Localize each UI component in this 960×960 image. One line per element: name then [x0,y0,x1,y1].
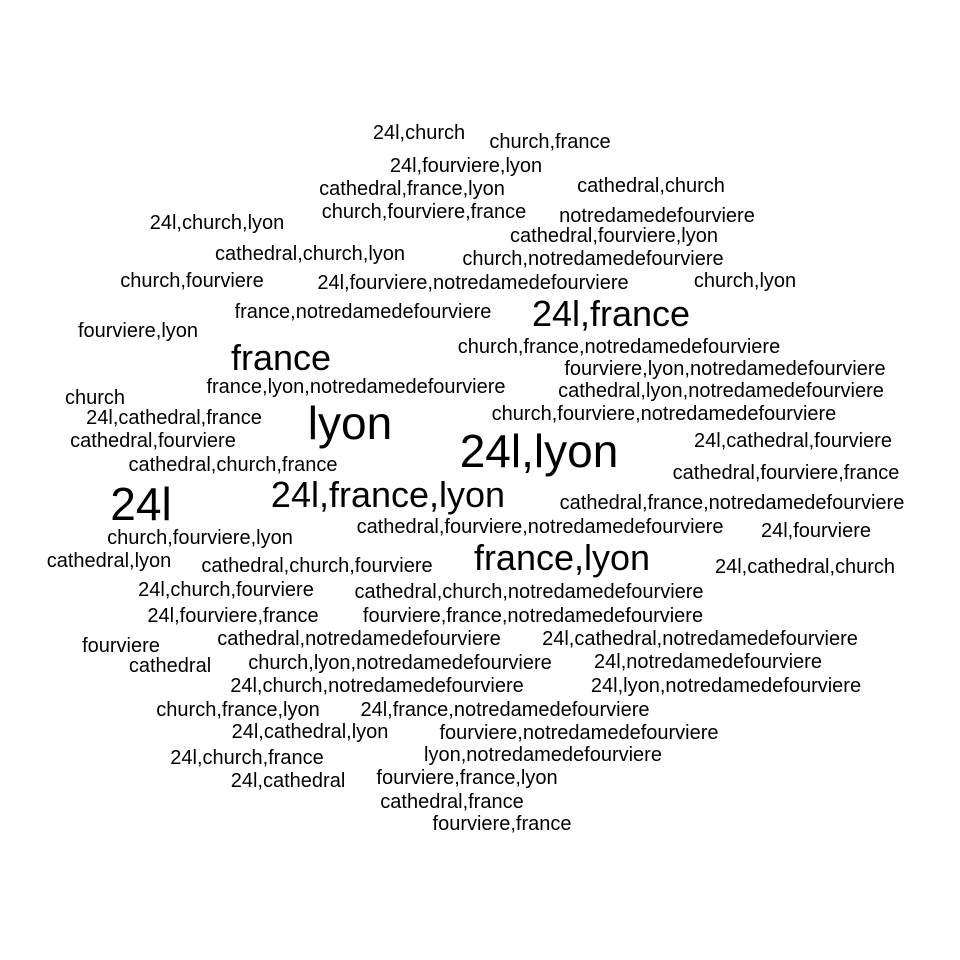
cloud-word: church,fourviere,lyon [107,527,293,549]
cloud-word: church,fourviere,notredamedefourviere [491,403,837,425]
cloud-word: 24l,france,lyon [270,474,506,515]
cloud-word: fourviere,france [432,813,572,835]
cloud-word: cathedral,france,notredamedefourviere [559,492,905,514]
cloud-word: cathedral,lyon [46,550,172,572]
cloud-word: france,lyon [473,537,651,578]
cloud-word: 24l,church,notredamedefourviere [230,675,524,697]
cloud-word: fourviere,lyon,notredamedefourviere [564,358,886,380]
cloud-word: cathedral,fourviere,notredamedefourviere [356,516,724,538]
cloud-word: cathedral,fourviere,lyon [510,225,718,247]
cloud-word: fourviere,notredamedefourviere [439,722,719,744]
cloud-word: cathedral [128,655,212,677]
cloud-word: church,france [489,131,611,153]
cloud-word: 24l,church,lyon [149,212,285,234]
cloud-word: cathedral,fourviere,france [672,462,900,484]
cloud-word: cathedral,fourviere [70,430,236,452]
cloud-word: church,notredamedefourviere [462,248,724,270]
cloud-word: church,france,lyon [156,699,320,721]
cloud-word: church,lyon [693,270,797,292]
cloud-word: 24l,fourviere,notredamedefourviere [317,272,629,294]
cloud-word: 24l,lyon [459,425,619,477]
cloud-word: 24l,cathedral,france [86,407,262,429]
cloud-word: lyon [307,397,393,449]
cloud-word: church,lyon,notredamedefourviere [248,652,552,674]
cloud-word: cathedral,france,lyon [319,178,505,200]
cloud-word: fourviere,france,notredamedefourviere [362,605,704,627]
cloud-word: cathedral,church,lyon [214,243,406,265]
cloud-word: cathedral,church,notredamedefourviere [354,581,704,603]
cloud-word: notredamedefourviere [559,205,755,227]
cloud-word: lyon,notredamedefourviere [424,744,662,766]
cloud-word: cathedral,church,france [128,454,338,476]
cloud-word: cathedral,lyon,notredamedefourviere [558,380,884,402]
cloud-word: france [230,337,332,378]
cloud-word: 24l,cathedral,fourviere [694,430,892,452]
cloud-word: 24l,church [372,122,466,144]
cloud-word: cathedral,church,fourviere [201,555,433,577]
cloud-word: church,fourviere,france [321,201,527,223]
cloud-word: church,france,notredamedefourviere [457,336,781,358]
cloud-word: church [64,387,126,409]
cloud-word: fourviere,france,lyon [376,767,558,789]
cloud-word: 24l,lyon,notredamedefourviere [590,675,862,697]
cloud-word: 24l,france,notredamedefourviere [360,699,650,721]
cloud-word: fourviere,lyon [77,320,199,342]
cloud-word: fourviere [82,635,160,657]
cloud-word: 24l,church,fourviere [138,579,314,601]
cloud-word: france,lyon,notredamedefourviere [206,376,506,398]
cloud-word: church,fourviere [120,270,264,292]
cloud-word: 24l,cathedral,notredamedefourviere [542,628,858,650]
cloud-word: 24l [110,478,172,530]
cloud-word: 24l,france [531,293,691,334]
cloud-word: 24l,church,france [170,747,324,769]
cloud-word: cathedral,notredamedefourviere [217,628,501,650]
cloud-word: 24l,notredamedefourviere [594,651,822,673]
cloud-word: cathedral,france [380,791,524,813]
cloud-word: 24l,cathedral,lyon [231,721,389,743]
cloud-word: cathedral,church [577,175,725,197]
cloud-word: france,notredamedefourviere [234,301,492,323]
cloud-word: 24l,cathedral,church [714,556,896,578]
cloud-word: 24l,fourviere [760,520,872,542]
cloud-word: 24l,fourviere,lyon [389,155,543,177]
cloud-word: 24l,fourviere,france [147,605,319,627]
cloud-word: 24l,cathedral [230,770,346,792]
